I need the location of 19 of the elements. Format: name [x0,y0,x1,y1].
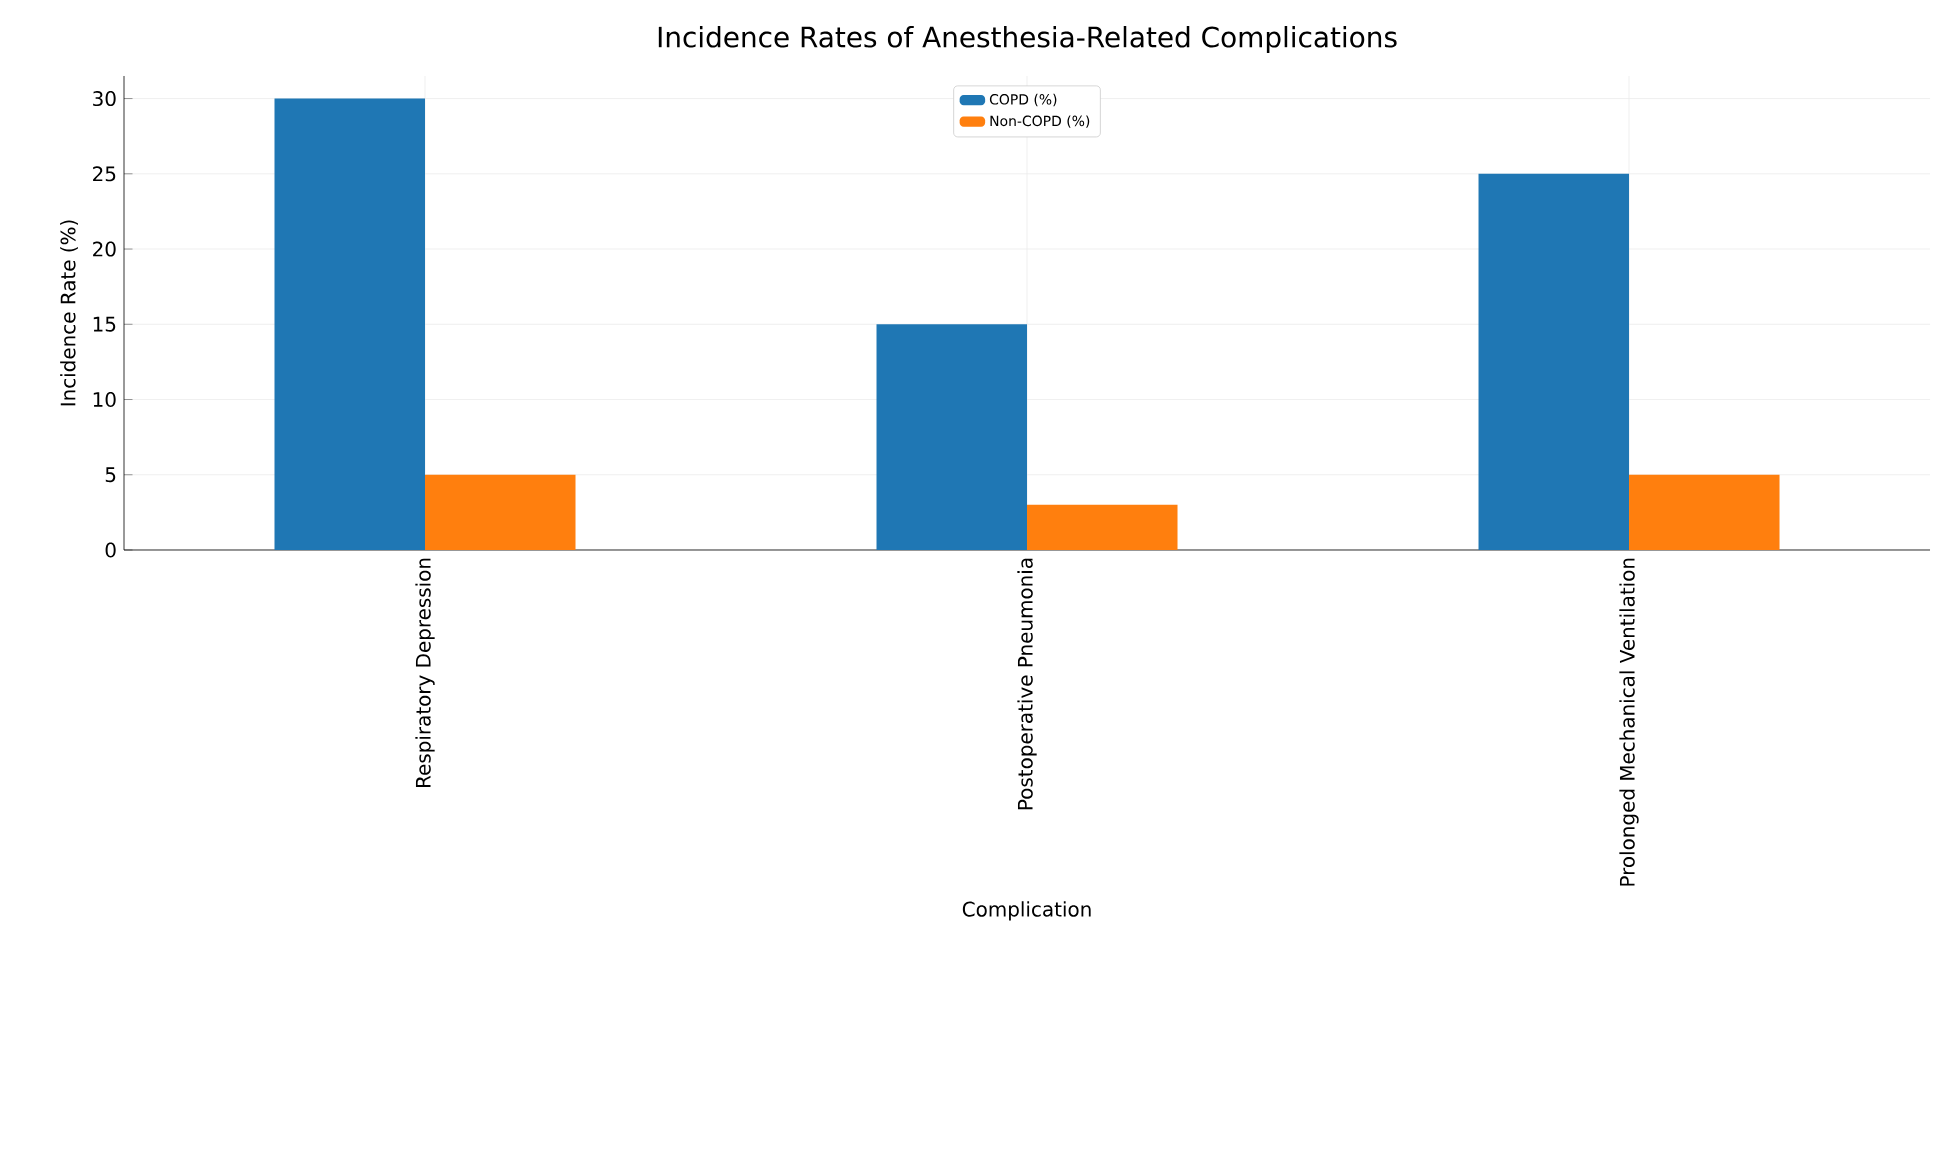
y-tick-label: 10 [93,391,116,408]
y-tick-label: 25 [93,166,116,182]
x-axis-title: Complication [962,901,1091,921]
x-tick-label: Prolonged Mechanical Ventilation [1619,558,1639,886]
y-axis-title: Incidence Rate (%) [60,220,78,406]
bar [1629,474,1780,550]
y-tick-label: 30 [93,91,116,107]
bar [1478,173,1630,550]
bar [274,98,425,550]
chart-title: Incidence Rates of Anesthesia-Related Complications [658,26,1397,54]
bar [425,474,576,550]
y-tick-label: 0 [105,542,116,558]
y-tick-label: 5 [105,467,116,483]
x-tick-label: Postoperative Pneumonia [1017,558,1037,810]
bar [876,324,1028,550]
y-tick-label: 20 [93,241,116,257]
bar [1027,504,1178,550]
y-tick-label: 15 [93,316,116,332]
x-tick-label: Respiratory Depression [415,558,435,787]
